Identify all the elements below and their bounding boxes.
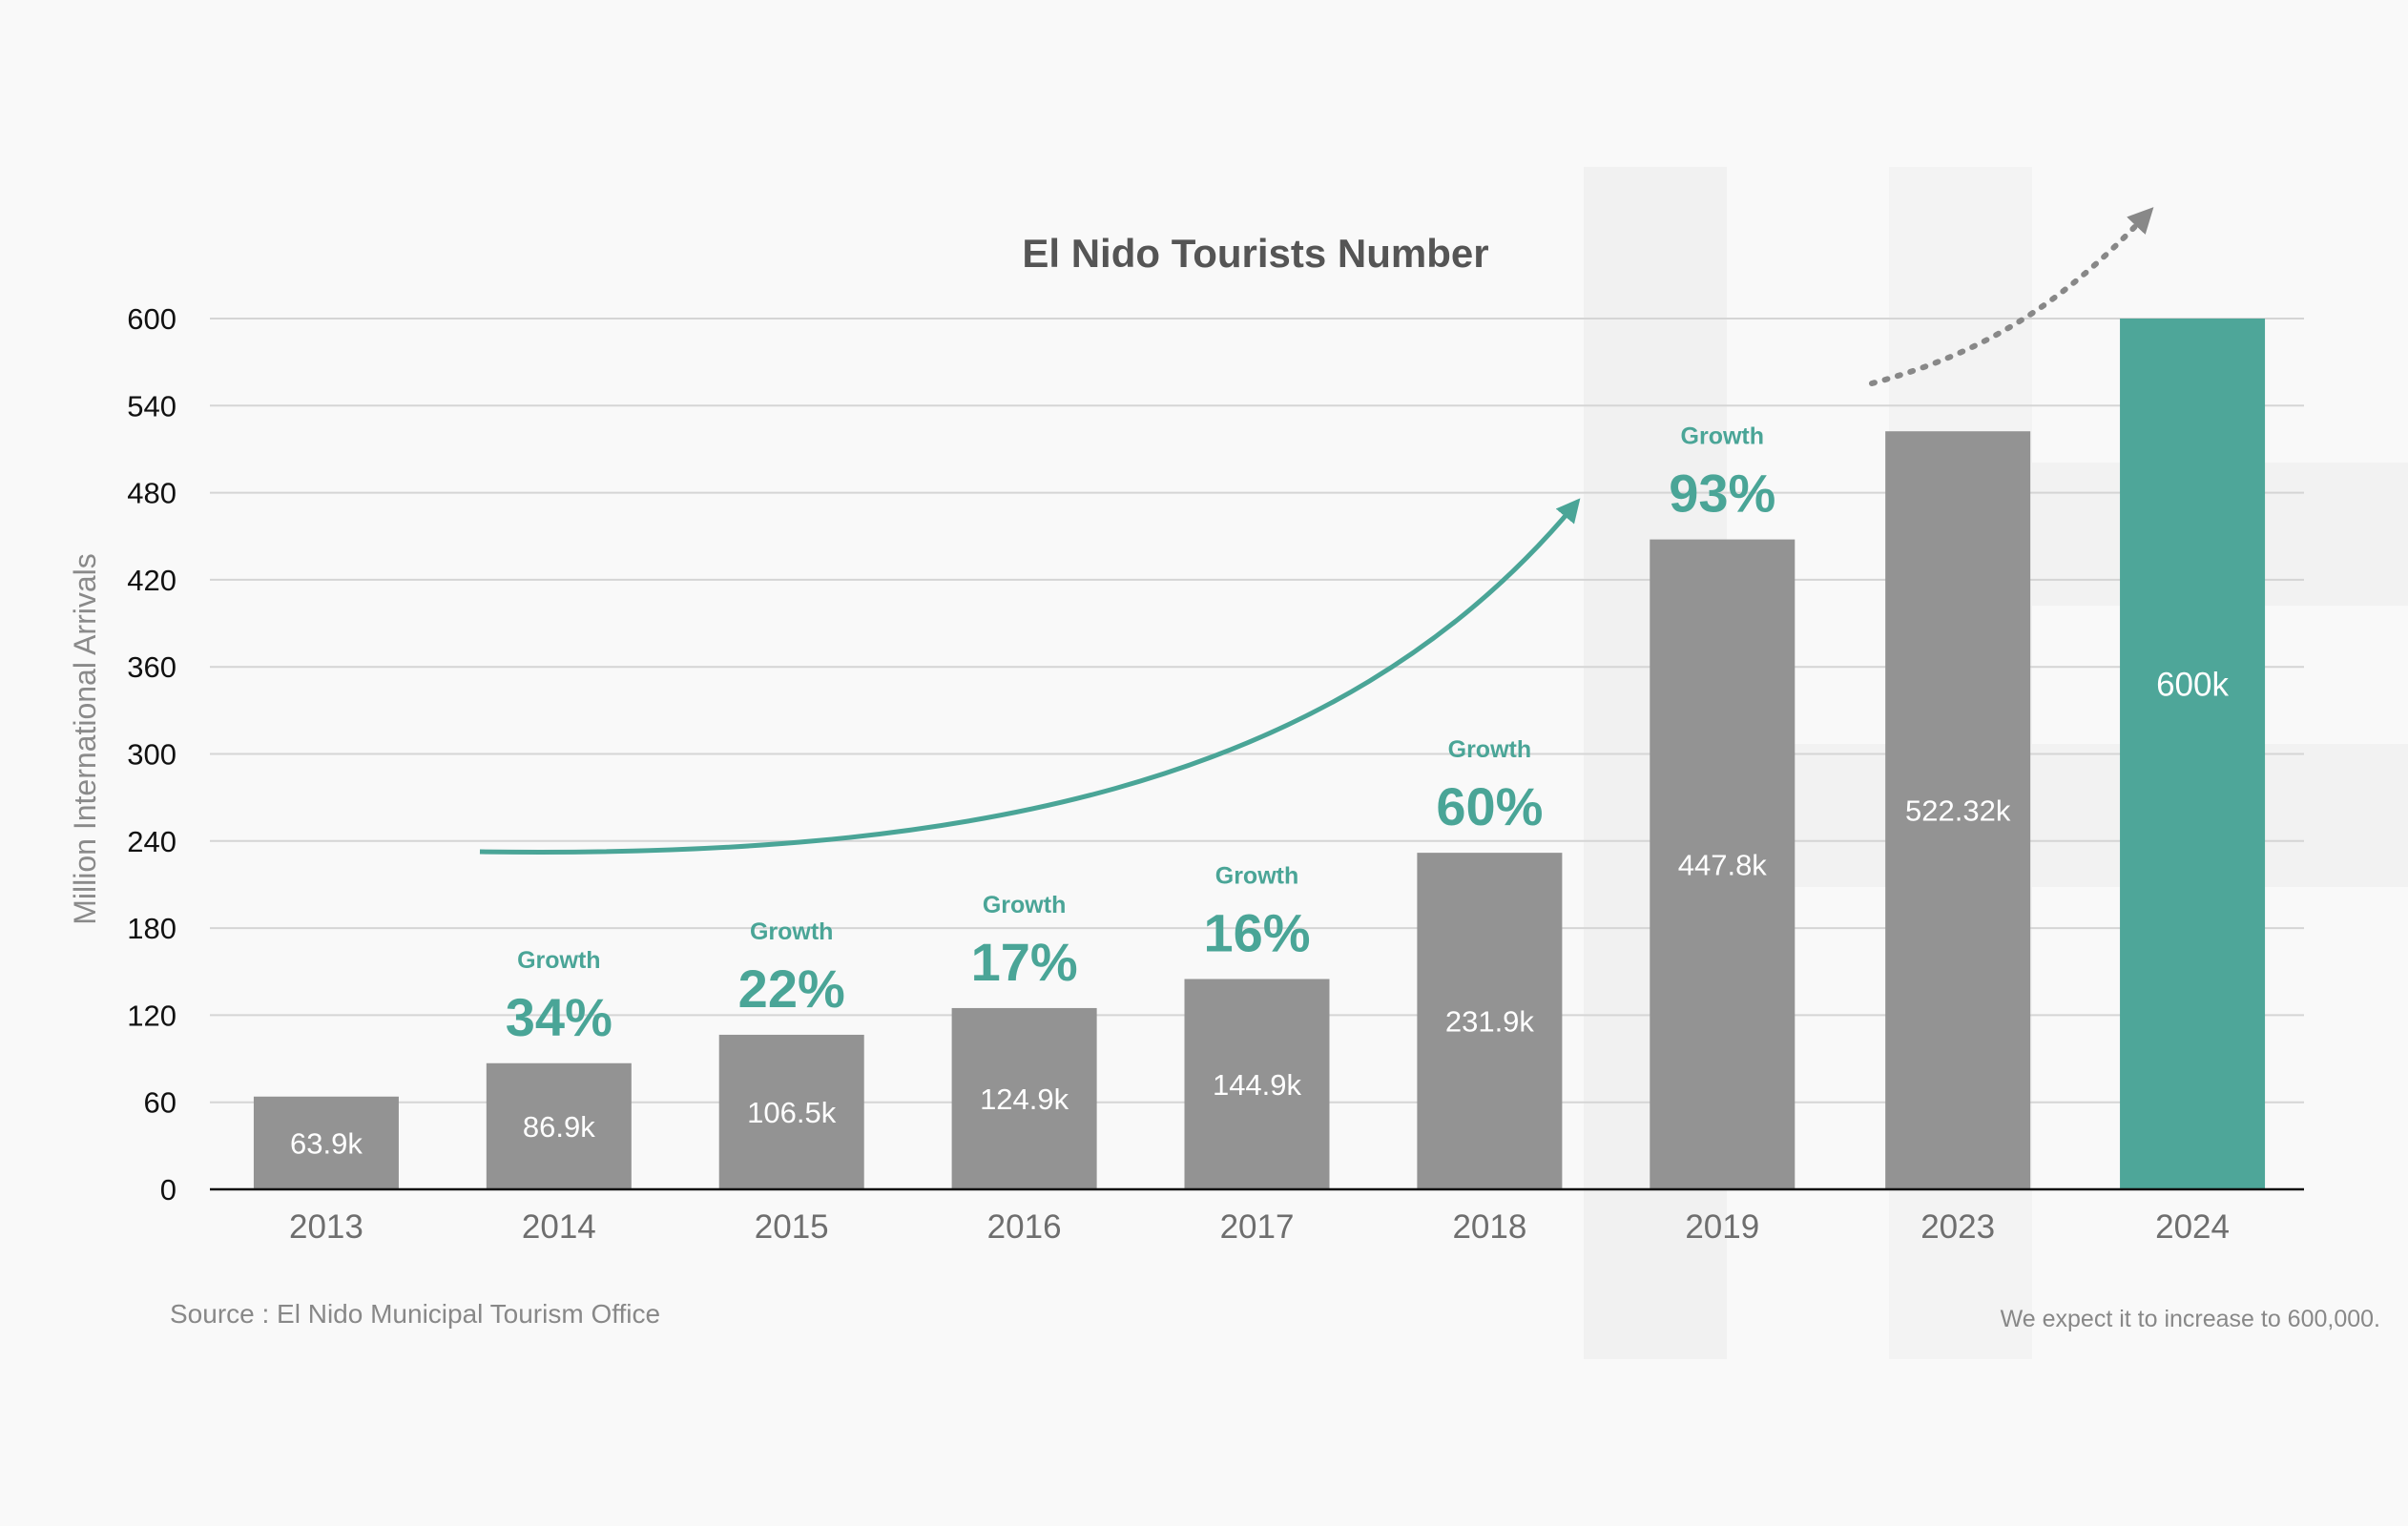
- bar-value-label: 600k: [2156, 666, 2229, 703]
- bar-2023: [1885, 431, 2031, 1189]
- growth-annotations: Growth 34% Growth 22% Growth 17% Growth 16% Grow…: [506, 423, 1776, 1047]
- y-tick-label: 540: [127, 389, 176, 423]
- growth-label: Growth: [1215, 863, 1299, 890]
- growth-percentage: 34%: [506, 987, 612, 1047]
- y-tick-label: 0: [160, 1173, 176, 1206]
- y-tick-label: 420: [127, 564, 176, 597]
- bar-2015: [718, 1034, 864, 1189]
- growth-percentage: 22%: [738, 959, 845, 1019]
- growth-label: Growth: [750, 918, 834, 945]
- x-tick-label: 2023: [1920, 1208, 1995, 1246]
- y-tick-label: 120: [127, 999, 176, 1032]
- trend-arrow: [479, 498, 1581, 855]
- bar-2013: [253, 1096, 399, 1189]
- y-tick-label: 240: [127, 825, 176, 858]
- x-tick-label: 2016: [987, 1208, 1062, 1246]
- bar-data-labels: 63.9k 86.9k 106.5k 124.9k 144.9k 231.9k 447.8k…: [290, 666, 2229, 1160]
- bar-value-label: 106.5k: [747, 1096, 837, 1129]
- growth-label: Growth: [517, 947, 601, 974]
- bar-2014: [486, 1062, 632, 1189]
- growth-percentage: 17%: [971, 932, 1078, 992]
- growth-percentage: 93%: [1669, 464, 1775, 524]
- forecast-dotted-arrow: [1869, 207, 2154, 386]
- growth-label: Growth: [1448, 736, 1532, 763]
- bar-2024: [2120, 319, 2266, 1189]
- bars: [253, 319, 2266, 1189]
- y-tick-label: 360: [127, 650, 176, 684]
- bar-value-label: 231.9k: [1445, 1005, 1535, 1039]
- y-tick-label: 180: [127, 912, 176, 945]
- bar-2016: [951, 1007, 1097, 1189]
- x-tick-label: 2024: [2155, 1208, 2230, 1246]
- forecast-note: We expect it to increase to 600,000.: [2001, 1306, 2380, 1332]
- bar-2018: [1417, 853, 1563, 1189]
- growth-label: Growth: [1681, 423, 1765, 450]
- y-axis-ticks: 0 60 120 180 240 300 360 420 480 540 600: [127, 302, 176, 1206]
- x-tick-label: 2015: [755, 1208, 829, 1246]
- growth-percentage: 16%: [1203, 903, 1310, 963]
- y-axis-label: Million International Arrivals: [68, 553, 102, 925]
- source-note: Source : El Nido Municipal Tourism Offic…: [170, 1299, 660, 1329]
- x-tick-label: 2014: [522, 1208, 596, 1246]
- y-tick-label: 60: [144, 1086, 176, 1120]
- x-axis-ticks: 2013 2014 2015 2016 2017 2018 2019 2023 2024: [289, 1208, 2230, 1246]
- y-tick-label: 600: [127, 302, 176, 336]
- bar-value-label: 86.9k: [523, 1110, 595, 1144]
- x-tick-label: 2017: [1220, 1208, 1295, 1246]
- chart-title: El Nido Tourists Number: [1022, 231, 1488, 276]
- x-tick-label: 2013: [289, 1208, 363, 1246]
- growth-percentage: 60%: [1436, 776, 1543, 836]
- bar-value-label: 522.32k: [1905, 794, 2011, 828]
- bar-value-label: 144.9k: [1213, 1068, 1302, 1102]
- x-tick-label: 2018: [1452, 1208, 1526, 1246]
- y-tick-label: 480: [127, 477, 176, 510]
- bar-value-label: 63.9k: [290, 1126, 363, 1160]
- bar-value-label: 124.9k: [980, 1083, 1069, 1116]
- y-tick-label: 300: [127, 738, 176, 772]
- bar-2017: [1184, 979, 1330, 1189]
- x-tick-label: 2019: [1685, 1208, 1759, 1246]
- bar-2019: [1650, 539, 1796, 1189]
- growth-label: Growth: [983, 892, 1067, 918]
- bar-value-label: 447.8k: [1678, 848, 1768, 881]
